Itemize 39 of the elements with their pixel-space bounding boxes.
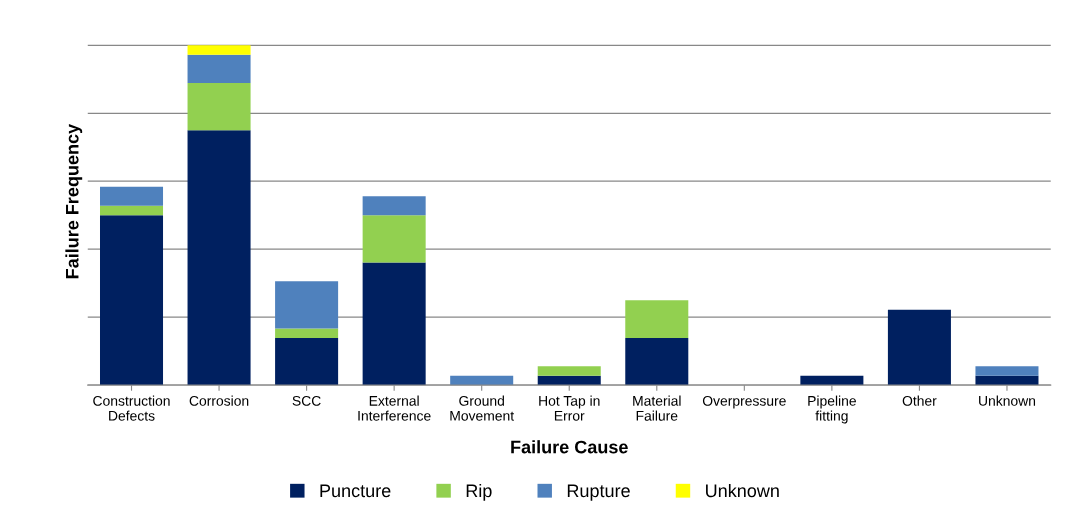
bar <box>187 45 251 55</box>
x-tick-label: Other <box>902 395 937 406</box>
x-tick-label: Overpressure <box>702 395 786 409</box>
bar <box>100 205 164 216</box>
bar <box>275 281 339 329</box>
x-tick-label: Unknown <box>979 395 1036 406</box>
x-tick-label: SCC <box>292 395 321 406</box>
bar <box>537 366 601 376</box>
x-tick-label: External Interference <box>358 395 431 421</box>
bar <box>187 54 251 84</box>
bar <box>975 366 1039 376</box>
bar <box>625 337 689 386</box>
x-tick-label: Pipeline fitting <box>808 395 856 424</box>
x-tick-label: Material Failure <box>633 395 681 421</box>
legend-label: Unknown <box>706 483 779 498</box>
x-tick-label: Ground Movement <box>450 395 515 421</box>
bar <box>362 196 426 216</box>
legend-label: Rupture <box>567 484 630 501</box>
bar <box>362 215 426 263</box>
bar <box>887 309 951 386</box>
bar <box>537 375 601 386</box>
x-axis-title: Failure Cause <box>511 440 628 454</box>
bar <box>275 337 339 386</box>
legend-label: Rip <box>466 483 492 501</box>
legend-label: Puncture <box>320 484 391 498</box>
x-tick-label: Corrosion <box>189 395 249 406</box>
bar <box>187 130 251 386</box>
y-axis-title: Failure Frequency <box>65 123 83 279</box>
bar <box>187 83 251 131</box>
x-tick-label: Construction Defects <box>93 395 170 421</box>
bar <box>362 262 426 386</box>
bar <box>100 186 164 206</box>
bar <box>450 375 514 386</box>
bar <box>975 375 1039 386</box>
bar <box>275 328 339 338</box>
bar <box>625 300 689 338</box>
bar <box>100 215 164 386</box>
bar <box>800 375 864 386</box>
x-tick-label: Hot Tap in Error <box>539 395 600 421</box>
